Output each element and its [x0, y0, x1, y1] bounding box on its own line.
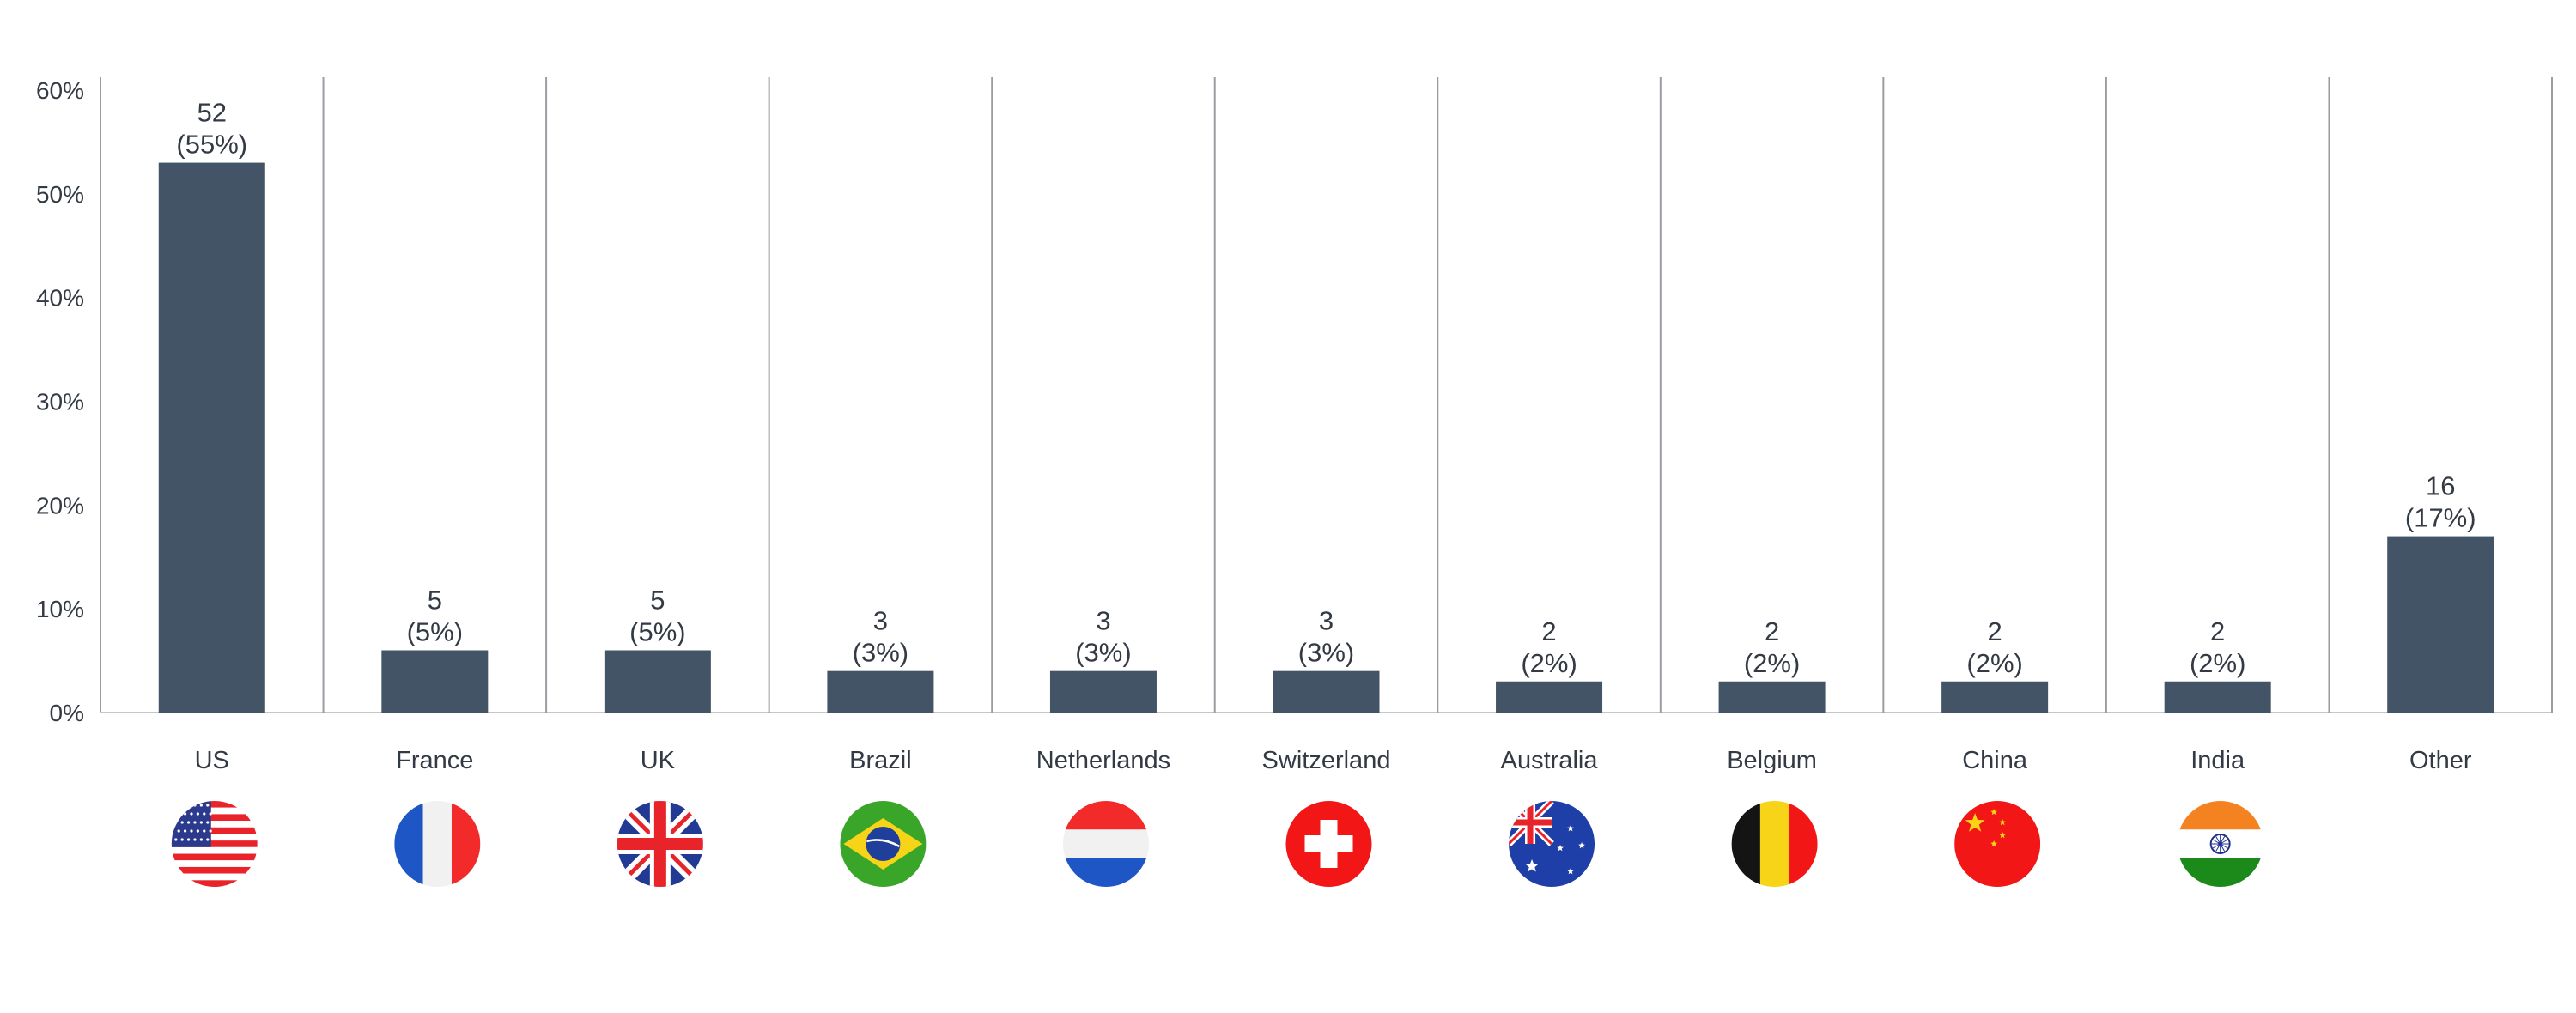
us-flag-icon — [171, 801, 258, 887]
bar-china — [1941, 681, 2049, 713]
category-label: Belgium — [1727, 747, 1817, 774]
india-flag-icon — [2177, 801, 2263, 887]
uk-flag-icon — [617, 801, 703, 887]
bar-percent-label: (5%) — [407, 617, 463, 647]
bar-value-label: 3 — [873, 606, 888, 636]
y-tick-label: 0% — [50, 700, 84, 726]
bar-other — [2387, 536, 2494, 713]
bar-percent-label: (3%) — [1298, 638, 1354, 668]
bar-value-label: 2 — [1988, 616, 2002, 646]
bar-percent-label: (17%) — [2405, 503, 2476, 533]
bar-value-label: 2 — [2210, 616, 2225, 646]
bar-value-label: 52 — [197, 98, 227, 128]
category-label: Netherlands — [1036, 747, 1170, 774]
bar-india — [2164, 681, 2271, 713]
y-tick-label: 50% — [36, 181, 84, 208]
bar-value-label: 16 — [2426, 471, 2455, 501]
bar-value-label: 2 — [1541, 616, 1556, 646]
category-label: Australia — [1501, 747, 1599, 774]
switzerland-flag-icon — [1285, 801, 1372, 887]
bar-brazil — [827, 670, 934, 713]
bar-netherlands — [1049, 670, 1157, 713]
bar-us — [158, 162, 265, 713]
netherlands-flag-icon — [1062, 801, 1149, 887]
bar-australia — [1496, 681, 1603, 713]
bar-percent-label: (5%) — [629, 617, 685, 647]
bar-value-label: 5 — [650, 585, 665, 616]
category-label: UK — [641, 747, 676, 774]
bar-value-label: 2 — [1765, 616, 1779, 646]
bar-percent-label: (2%) — [1966, 648, 2022, 678]
bar-uk — [604, 650, 711, 713]
china-flag-icon — [1954, 801, 2041, 887]
france-flag-icon — [394, 801, 481, 887]
bar-percent-label: (2%) — [2190, 648, 2245, 678]
bar-percent-label: (2%) — [1521, 648, 1577, 678]
bar-switzerland — [1273, 670, 1380, 713]
bar-value-label: 3 — [1319, 606, 1334, 636]
bar-value-label: 5 — [428, 585, 442, 616]
bar-france — [381, 650, 489, 713]
bar-value-label: 3 — [1096, 606, 1110, 636]
category-label: Brazil — [849, 747, 912, 774]
category-label: Other — [2409, 747, 2472, 774]
category-label: France — [396, 747, 473, 774]
bar-percent-label: (3%) — [853, 638, 908, 668]
y-tick-label: 30% — [36, 389, 84, 416]
brazil-flag-icon — [840, 801, 927, 887]
category-label: India — [2190, 747, 2245, 774]
y-tick-label: 10% — [36, 596, 84, 622]
y-tick-label: 60% — [36, 77, 84, 104]
category-label: Switzerland — [1262, 747, 1391, 774]
bar-percent-label: (55%) — [176, 130, 247, 160]
y-tick-label: 20% — [36, 492, 84, 519]
y-tick-label: 40% — [36, 285, 84, 312]
bar-percent-label: (3%) — [1075, 638, 1131, 668]
belgium-flag-icon — [1731, 801, 1818, 887]
category-label: US — [195, 747, 229, 774]
category-label: China — [1962, 747, 2028, 774]
bar-belgium — [1718, 681, 1826, 713]
australia-flag-icon — [1509, 801, 1595, 887]
bar-percent-label: (2%) — [1744, 648, 1800, 678]
